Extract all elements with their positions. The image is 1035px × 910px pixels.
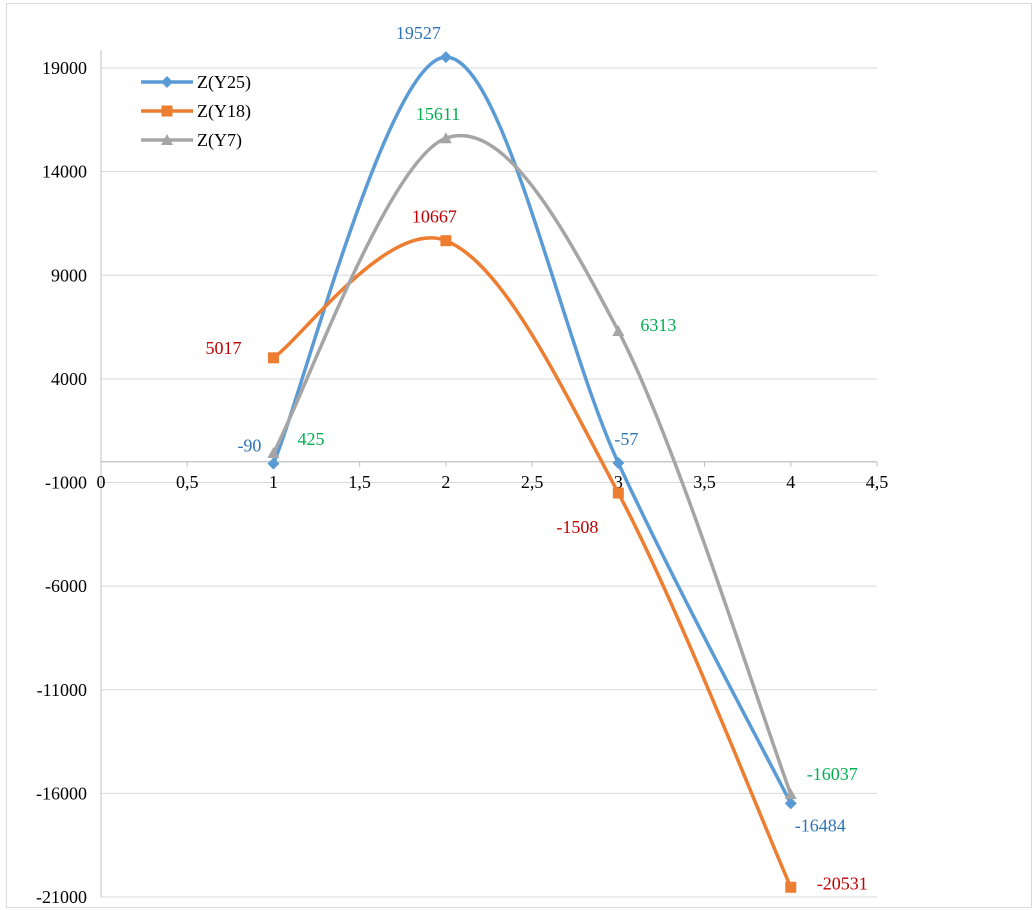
series-line-Z(Y18) — [272, 236, 793, 888]
y-tick-label: 19000 — [42, 58, 87, 78]
y-tick-label: -16000 — [36, 783, 87, 803]
legend-marker — [161, 134, 173, 145]
data-point — [439, 132, 452, 144]
y-tick-label: -11000 — [37, 680, 87, 700]
data-point — [784, 788, 797, 800]
legend-marker — [161, 76, 173, 88]
series-line-Z(Y25) — [271, 55, 793, 805]
data-label: -57 — [614, 429, 638, 449]
legend: Z(Y25) Z(Y18) Z(Y7) — [141, 72, 251, 151]
x-tick-label: 1 — [269, 472, 278, 492]
legend-entry: Z(Y18) — [197, 101, 251, 122]
legend-entry: Z(Y7) — [197, 130, 242, 151]
data-label: -1508 — [556, 517, 598, 537]
legend-entry: Z(Y25) — [197, 72, 251, 93]
line-chart: 19000 14000 9000 4000 -1000 -6000 -11000 -16000… — [36, 23, 888, 907]
data-point — [267, 446, 280, 458]
data-point — [440, 235, 452, 247]
x-tick-label: 2,5 — [521, 472, 544, 492]
x-tick-label: 4,5 — [866, 472, 889, 492]
data-label: -20531 — [817, 873, 868, 893]
y-tick-label: -1000 — [45, 473, 87, 493]
x-tick-label: 0,5 — [176, 472, 199, 492]
y-tick-label: 14000 — [42, 162, 87, 182]
y-tick-label: 4000 — [51, 369, 87, 389]
data-point — [612, 456, 625, 469]
x-tick-label: 1,5 — [348, 472, 371, 492]
data-label: 15611 — [416, 104, 460, 124]
data-label: -90 — [237, 436, 261, 456]
data-point — [267, 457, 280, 470]
legend-marker — [161, 105, 173, 117]
data-point — [785, 881, 797, 893]
data-point — [267, 352, 279, 364]
axes: 19000 14000 9000 4000 -1000 -6000 -11000 -16000… — [36, 50, 888, 907]
data-label: -16037 — [807, 764, 858, 784]
x-tick-label: 2 — [441, 472, 450, 492]
data-point — [439, 51, 452, 64]
data-label: 425 — [297, 429, 324, 449]
data-label: 6313 — [640, 315, 676, 335]
series-lines — [271, 55, 793, 888]
y-tick-label: -21000 — [36, 887, 87, 907]
data-point — [612, 324, 625, 336]
data-point — [784, 797, 797, 810]
gridlines — [101, 67, 877, 898]
data-label: 19527 — [396, 23, 441, 43]
data-label: -16484 — [795, 815, 846, 835]
chart-frame: 19000 14000 9000 4000 -1000 -6000 -11000 -16000… — [6, 3, 1032, 908]
x-tick-label: 3,5 — [693, 472, 716, 492]
y-tick-label: -6000 — [45, 576, 87, 596]
data-label: 10667 — [412, 207, 457, 227]
x-tick-label: 4 — [786, 472, 795, 492]
series-line-Z(Y7) — [271, 134, 793, 795]
x-tick-label: 0 — [97, 472, 106, 492]
y-tick-label: 9000 — [51, 265, 87, 285]
series-markers — [267, 51, 797, 893]
data-label: 5017 — [205, 338, 241, 358]
x-tick-label: 3 — [614, 472, 623, 492]
data-labels: -90 19527 -57 -16484 5017 10667 -1508 -20531 425… — [205, 23, 867, 893]
data-point — [612, 487, 624, 499]
